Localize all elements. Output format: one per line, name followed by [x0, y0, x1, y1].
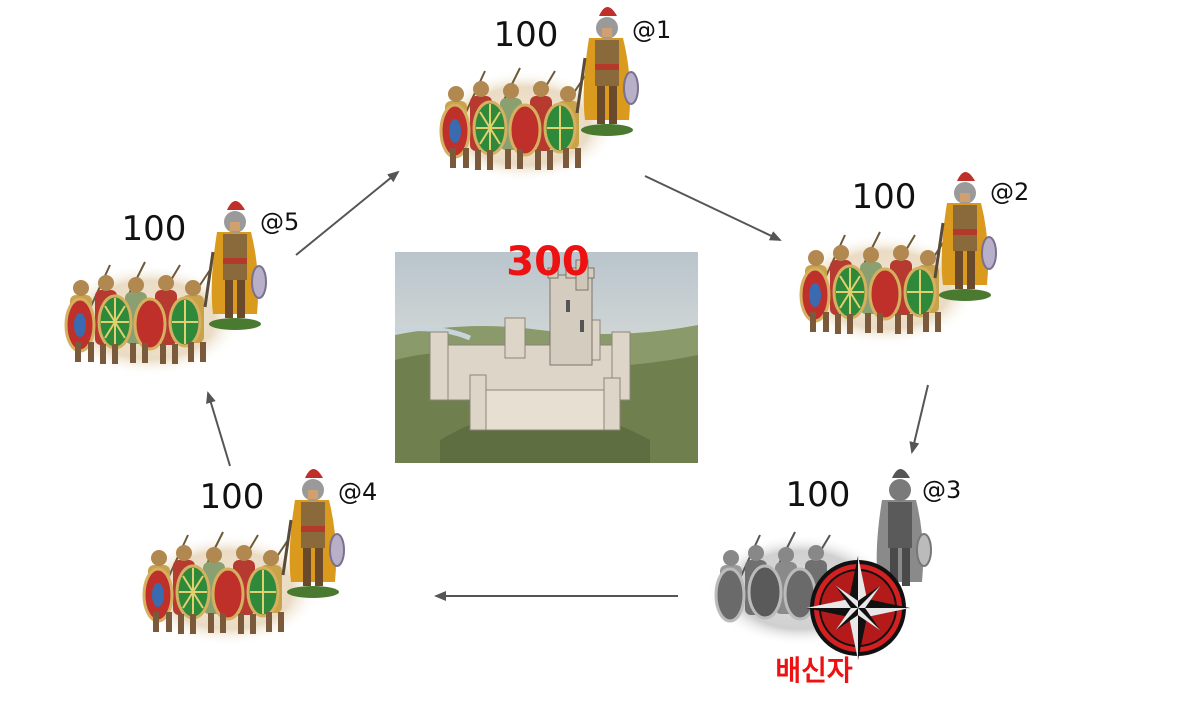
general-group-3: 100 @3 배신자 — [706, 468, 961, 687]
general-group-5: 100 @5 — [56, 199, 299, 378]
general-group-2: 100 @2 — [791, 170, 1029, 348]
arrow-2-to-3 — [909, 384, 929, 454]
castle-value: 300 — [506, 239, 590, 285]
general-5-id: @5 — [260, 208, 299, 236]
message-arrows — [206, 170, 929, 601]
arrow-4-to-5 — [206, 391, 231, 467]
castle-illustration-icon — [394, 252, 698, 463]
general-4-value: 100 — [200, 477, 265, 517]
general-group-4: 100 @4 — [134, 467, 377, 648]
traitor-label: 배신자 — [775, 654, 853, 687]
general-2-value: 100 — [852, 177, 917, 217]
general-figure-icon — [575, 5, 640, 138]
general-1-value: 100 — [494, 15, 559, 55]
general-figure-icon — [933, 170, 998, 303]
arrow-1-to-2 — [644, 175, 782, 241]
general-group-1: 100 @1 — [431, 5, 671, 184]
general-figure-icon — [203, 199, 268, 332]
compass-rose-icon — [806, 556, 910, 660]
general-1-id: @1 — [632, 16, 671, 44]
general-figure-icon — [281, 467, 346, 600]
general-2-id: @2 — [990, 178, 1029, 206]
general-4-id: @4 — [338, 478, 377, 506]
arrow-5-to-1 — [295, 170, 400, 256]
general-3-value: 100 — [786, 475, 851, 515]
general-5-value: 100 — [122, 209, 187, 249]
general-3-id: @3 — [922, 476, 961, 504]
